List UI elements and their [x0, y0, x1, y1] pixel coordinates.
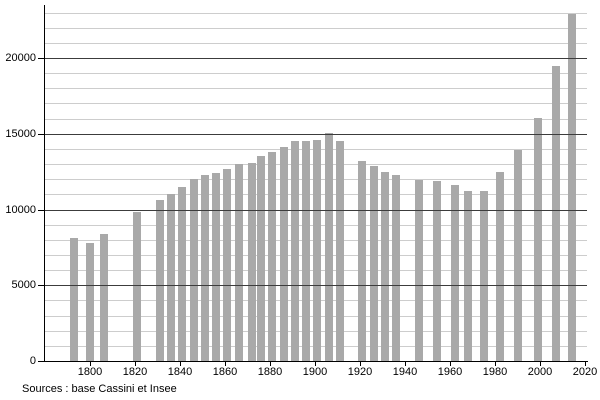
gridline-minor — [44, 118, 587, 120]
gridline-minor — [44, 42, 587, 44]
x-axis-label: 1820 — [122, 366, 148, 378]
population-bar — [533, 117, 542, 361]
population-bar — [279, 146, 288, 361]
y-axis-label: 15000 — [5, 127, 36, 140]
population-bar — [369, 165, 378, 361]
population-bar — [178, 186, 187, 361]
gridline-major — [44, 209, 587, 211]
population-bar — [257, 156, 265, 361]
x-axis-label: 1840 — [167, 366, 193, 378]
population-bar — [324, 132, 333, 361]
population-bar — [495, 171, 504, 361]
gridline-minor — [44, 27, 587, 29]
population-bar — [155, 199, 164, 361]
x-axis — [44, 361, 588, 362]
gridline-minor — [44, 12, 587, 14]
gridline-minor — [44, 73, 587, 75]
y-axis-tick — [38, 361, 44, 362]
x-axis-label: 1900 — [302, 366, 328, 378]
y-axis — [44, 5, 45, 362]
population-bar — [567, 14, 576, 361]
population-bar — [290, 140, 299, 361]
x-axis-tick — [360, 362, 361, 366]
x-axis-label: 1960 — [437, 366, 463, 378]
y-axis-label: 5000 — [11, 279, 36, 292]
population-bar — [234, 164, 243, 361]
population-bar — [513, 150, 522, 361]
population-bar — [70, 238, 79, 361]
x-axis-tick — [450, 362, 451, 366]
population-bar — [268, 151, 277, 361]
x-axis-tick — [180, 362, 181, 366]
population-bar — [450, 185, 459, 361]
population-bar — [200, 175, 209, 361]
gridline-major — [44, 58, 587, 59]
y-axis-tick — [38, 133, 44, 135]
population-bar — [380, 171, 389, 361]
y-axis-tick — [38, 58, 44, 59]
population-bar — [335, 140, 344, 361]
y-axis-label: 10000 — [5, 203, 36, 216]
x-axis-label: 1980 — [482, 366, 508, 378]
population-bar — [189, 179, 198, 361]
population-bar — [358, 161, 367, 361]
population-bar — [133, 211, 142, 361]
population-bar — [313, 139, 322, 361]
x-axis-label: 1860 — [212, 366, 238, 378]
gridline-minor — [44, 103, 587, 105]
population-bar — [248, 162, 256, 361]
x-axis-label: 1940 — [392, 366, 418, 378]
x-axis-label: 1880 — [257, 366, 283, 378]
x-axis-tick — [315, 362, 316, 366]
population-bar — [223, 168, 232, 361]
x-axis-tick — [90, 362, 91, 366]
population-bar — [302, 141, 310, 361]
gridline-minor — [44, 88, 587, 90]
y-axis-tick — [38, 285, 44, 287]
x-axis-label: 1800 — [77, 366, 103, 378]
x-axis-tick — [135, 362, 136, 366]
x-axis-tick — [270, 362, 271, 366]
x-axis-label: 1920 — [347, 366, 373, 378]
y-axis-tick — [38, 209, 44, 211]
y-axis-label: 0 — [29, 355, 36, 367]
population-bar — [392, 174, 400, 361]
x-axis-tick — [405, 362, 406, 366]
y-axis-label: 20000 — [5, 52, 36, 64]
population-bar — [212, 173, 220, 361]
population-bar — [86, 242, 94, 361]
x-axis-label: 2020 — [572, 366, 598, 378]
population-bar — [464, 190, 472, 361]
x-axis-tick — [495, 362, 496, 366]
population-bar — [432, 180, 441, 361]
x-axis-tick — [225, 362, 226, 366]
population-bar — [479, 191, 488, 361]
chart-source-caption: Sources : base Cassini et Insee — [22, 383, 177, 395]
population-bar — [99, 233, 108, 361]
gridline-major — [44, 133, 587, 135]
gridline-major — [44, 285, 587, 287]
x-axis-tick — [540, 362, 541, 366]
population-bar — [551, 66, 560, 361]
population-bar — [167, 193, 175, 361]
x-axis-tick — [585, 362, 586, 366]
x-axis-label: 2000 — [527, 366, 553, 378]
population-bar — [414, 179, 423, 361]
